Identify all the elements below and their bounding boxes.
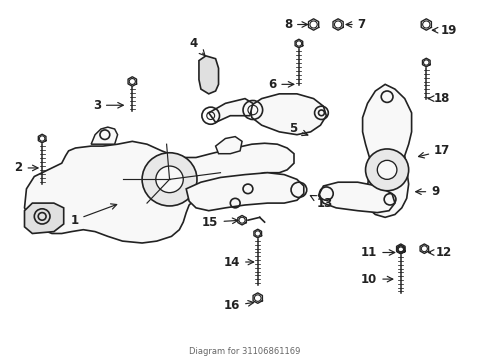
Text: 14: 14 [224,256,254,269]
Polygon shape [318,182,395,213]
Text: 18: 18 [428,92,450,105]
Text: 19: 19 [432,24,457,37]
Text: 15: 15 [202,216,238,229]
Text: 7: 7 [346,18,366,31]
Text: 17: 17 [418,144,450,158]
Polygon shape [91,127,118,144]
Polygon shape [363,84,412,217]
Polygon shape [24,203,64,234]
Polygon shape [24,141,294,243]
Text: 16: 16 [224,299,254,312]
Text: 6: 6 [268,78,294,91]
Text: 11: 11 [361,246,395,259]
Text: 2: 2 [14,161,38,175]
Text: 4: 4 [190,37,205,56]
Circle shape [377,160,397,179]
Text: 13: 13 [310,195,333,210]
Text: 12: 12 [428,246,452,259]
Text: 9: 9 [416,185,440,198]
Polygon shape [216,136,242,154]
Polygon shape [209,99,253,122]
Text: 8: 8 [284,18,308,31]
Polygon shape [250,94,326,135]
Circle shape [156,166,183,193]
Text: 1: 1 [70,204,117,227]
Polygon shape [186,173,304,211]
Polygon shape [199,56,219,94]
Text: 10: 10 [361,273,393,285]
Circle shape [366,149,409,191]
Text: 5: 5 [289,122,308,136]
Text: 3: 3 [93,99,123,112]
Text: Diagram for 31106861169: Diagram for 31106861169 [189,347,301,356]
Circle shape [142,153,197,206]
